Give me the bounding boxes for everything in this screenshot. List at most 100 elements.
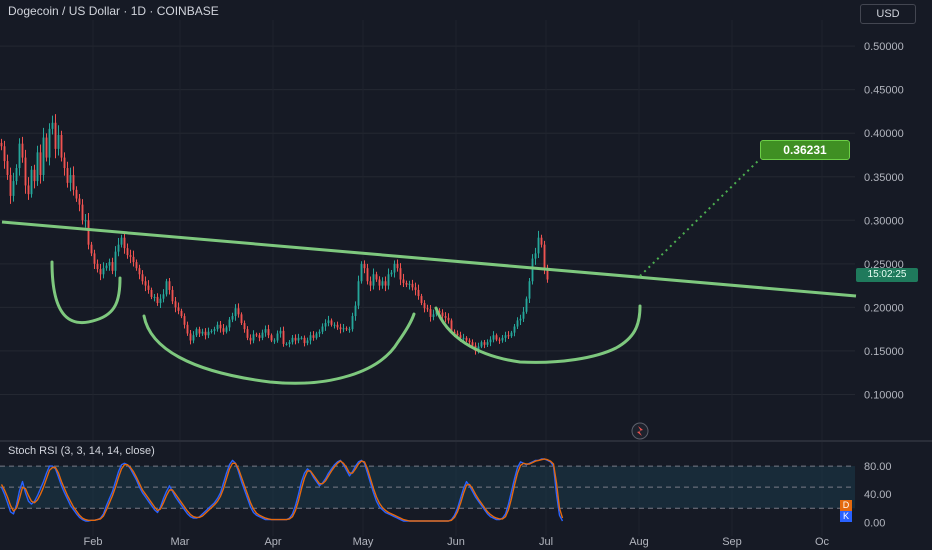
candle-body (93, 253, 96, 264)
candle-body (186, 324, 189, 334)
currency-button[interactable]: USD (860, 4, 916, 24)
stoch-d-line (0, 458, 564, 522)
time-tick-label: Sep (722, 536, 742, 548)
candle-body (9, 175, 12, 196)
candle-body (171, 289, 174, 302)
candle-body (270, 335, 273, 341)
candle-body (156, 296, 159, 304)
candle-body (159, 298, 162, 304)
candle-body (147, 285, 150, 290)
candle-body (126, 248, 129, 256)
candle-body (228, 319, 231, 328)
candle-body (498, 339, 501, 341)
candle-body (375, 274, 378, 280)
candle-body (333, 324, 336, 326)
candle-body (183, 316, 186, 325)
time-tick-label: Feb (84, 536, 103, 548)
candle-body (114, 251, 117, 271)
time-tick-label: Mar (171, 536, 190, 548)
candle-body (432, 314, 435, 317)
time-tick-label: Jun (447, 536, 465, 548)
candle-body (411, 283, 414, 288)
candle-body (63, 157, 66, 169)
candle-body (531, 258, 534, 282)
candle-body (78, 198, 81, 205)
candle-body (135, 262, 138, 269)
price-tick-label: 0.25000 (864, 259, 904, 271)
candle-body (141, 274, 144, 282)
candle-body (330, 320, 333, 325)
candle-body (39, 152, 42, 176)
candle-body (189, 333, 192, 341)
candle-body (153, 296, 156, 298)
price-tick-label: 0.50000 (864, 41, 904, 53)
candle-body (318, 331, 321, 334)
candle-body (27, 185, 30, 195)
rsi-band (0, 465, 855, 509)
candle-body (327, 320, 330, 324)
candle-body (69, 175, 72, 183)
candle-body (399, 268, 402, 280)
candle-body (123, 237, 126, 249)
candle-body (402, 279, 405, 283)
head-curve (142, 312, 416, 385)
candle-body (57, 134, 60, 149)
candle-body (345, 328, 348, 330)
candle-body (21, 143, 24, 158)
candle-body (219, 324, 222, 329)
replay-icon[interactable] (631, 422, 649, 440)
candle-body (390, 272, 393, 275)
chart-title: Dogecoin / US Dollar · 1D · COINBASE (8, 4, 219, 18)
candle-body (45, 137, 48, 158)
candle-body (315, 333, 318, 338)
neckline-trendline (1, 220, 857, 298)
candle-body (516, 320, 519, 327)
candle-body (144, 281, 147, 286)
candle-body (465, 337, 468, 341)
indicator-title[interactable]: Stoch RSI (3, 3, 14, 14, close) (8, 445, 155, 457)
rsi-tick-label: 40.00 (864, 489, 892, 501)
candle-body (477, 346, 480, 351)
candle-body (15, 168, 18, 182)
candle-body (99, 269, 102, 275)
candle-body (456, 333, 459, 336)
candle-body (324, 323, 327, 327)
candle-body (162, 294, 165, 299)
candle-body (429, 309, 432, 317)
time-tick-label: Apr (264, 536, 281, 548)
time-tick-label: Aug (629, 536, 649, 548)
candle-body (372, 274, 375, 286)
candle-body (369, 281, 372, 286)
axis-labels: 0.10000 0.15000 0.20000 0.25000 0.30000 0.350… (84, 41, 904, 548)
candle-body (96, 263, 99, 270)
candle-body (525, 298, 528, 312)
candle-body (387, 274, 390, 286)
candle-body (6, 161, 9, 176)
candle-body (276, 333, 279, 341)
candle-body (111, 262, 114, 271)
price-tick-label: 0.35000 (864, 172, 904, 184)
candle-body (81, 204, 84, 221)
projection-line (639, 158, 761, 277)
candle-body (213, 329, 216, 331)
candle-body (354, 305, 357, 317)
bar-countdown: 15:02:25 (856, 268, 918, 282)
candle-body (129, 255, 132, 257)
candle-body (405, 282, 408, 285)
candle-body (210, 330, 213, 332)
k-line-badge: K (840, 511, 852, 522)
candle-body (285, 343, 288, 345)
rsi-tick-label: 0.00 (864, 517, 885, 529)
candle-body (306, 340, 309, 344)
price-tick-label: 0.45000 (864, 85, 904, 97)
time-tick-label: Oc (815, 536, 830, 548)
candle-body (216, 324, 219, 330)
candle-body (261, 332, 264, 338)
candle-body (48, 128, 51, 158)
candle-body (321, 326, 324, 332)
candle-body (453, 331, 456, 334)
candle-body (180, 310, 183, 317)
candle-body (471, 342, 474, 346)
